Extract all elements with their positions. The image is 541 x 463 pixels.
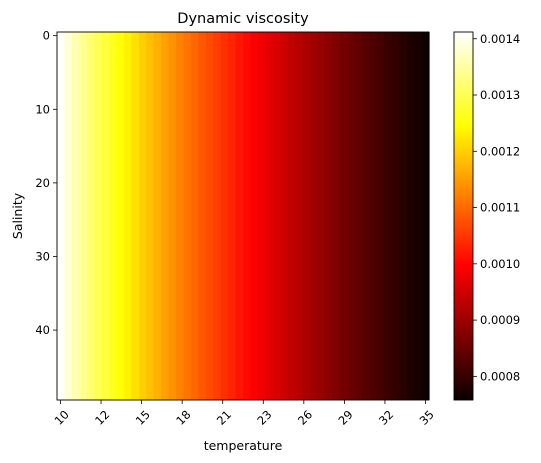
heatmap-column [71, 32, 80, 400]
heatmap-column [265, 32, 274, 400]
heatmap-column [280, 32, 289, 400]
heatmap-column [324, 32, 333, 400]
chart-title: Dynamic viscosity [177, 11, 309, 27]
heatmap-column [146, 32, 155, 400]
heatmap-column [176, 32, 185, 400]
heatmap-column [414, 32, 423, 400]
y-tick-label: 30 [35, 249, 50, 263]
x-tick-label: 32 [376, 407, 396, 427]
heatmap-column [406, 32, 415, 400]
x-tick-label: 35 [417, 407, 437, 427]
x-tick-label: 18 [173, 407, 193, 427]
heatmap-column [339, 32, 348, 400]
heatmap-column [183, 32, 192, 400]
x-tick-label: 23 [254, 407, 274, 427]
heatmap-column [153, 32, 162, 400]
heatmap-column [295, 32, 304, 400]
heatmap-column [287, 32, 296, 400]
heatmap-column [391, 32, 400, 400]
heatmap-column [376, 32, 385, 400]
heatmap-column [243, 32, 252, 400]
x-tick-label: 29 [335, 407, 355, 427]
heatmap-column [198, 32, 207, 400]
colorbar-tick-label: 0.0010 [480, 257, 520, 271]
x-tick-label: 12 [92, 407, 112, 427]
y-tick-label: 10 [35, 102, 50, 116]
y-tick-label: 40 [35, 323, 50, 337]
x-tick-label: 10 [52, 407, 72, 427]
heatmap-column [213, 32, 222, 400]
colorbar-tick-label: 0.0012 [480, 144, 520, 158]
y-axis: 0 10 20 30 40 [35, 29, 57, 337]
heatmap-column [272, 32, 281, 400]
heatmap-column [369, 32, 378, 400]
heatmap-column [309, 32, 318, 400]
heatmap-column [384, 32, 393, 400]
heatmap-column [347, 32, 356, 400]
heatmap-column [362, 32, 371, 400]
heatmap-column [317, 32, 326, 400]
heatmap-column [228, 32, 237, 400]
colorbar [453, 31, 474, 401]
heatmap-column [131, 32, 140, 400]
heatmap-column [123, 32, 132, 400]
heatmap-column [64, 32, 73, 400]
colorbar-axis: 0.0008 0.0009 0.0010 0.0011 0.0012 0.0013 0.00… [473, 32, 520, 383]
heatmap-column [235, 32, 244, 400]
heatmap-column [220, 32, 229, 400]
colorbar-tick-label: 0.0011 [480, 201, 520, 215]
heatmap-column [421, 32, 430, 400]
y-tick-label: 0 [43, 29, 50, 43]
colorbar-tick-label: 0.0013 [480, 88, 520, 102]
heatmap-column [79, 32, 88, 400]
heatmap-column [257, 32, 266, 400]
colorbar-tick-label: 0.0009 [480, 313, 520, 327]
heatmap-column [109, 32, 118, 400]
heatmap-cells [57, 32, 430, 400]
heatmap-column [332, 32, 341, 400]
plot-frame [56, 31, 430, 401]
colorbar-tick-label: 0.0014 [480, 32, 520, 46]
colorbar-tick-label: 0.0008 [480, 369, 520, 383]
x-tick-label: 26 [295, 407, 315, 427]
x-tick-label: 15 [133, 407, 153, 427]
heatmap-column [161, 32, 170, 400]
heatmap-column [86, 32, 95, 400]
heatmap-column [94, 32, 103, 400]
heatmap-column [101, 32, 110, 400]
x-tick-label: 21 [214, 407, 234, 427]
heatmap-column [250, 32, 259, 400]
heatmap-column [205, 32, 214, 400]
heatmap-column [302, 32, 311, 400]
heatmap-column [168, 32, 177, 400]
heatmap-column [399, 32, 408, 400]
x-axis-label: temperature [204, 438, 283, 453]
y-axis-label: Salinity [10, 192, 25, 239]
heatmap-column [190, 32, 199, 400]
heatmap-column [57, 32, 66, 400]
heatmap-column [354, 32, 363, 400]
heatmap-column [138, 32, 147, 400]
x-axis: 10 12 15 18 21 23 26 29 32 35 [52, 400, 437, 428]
y-tick-label: 20 [35, 176, 50, 190]
heatmap-column [116, 32, 125, 400]
